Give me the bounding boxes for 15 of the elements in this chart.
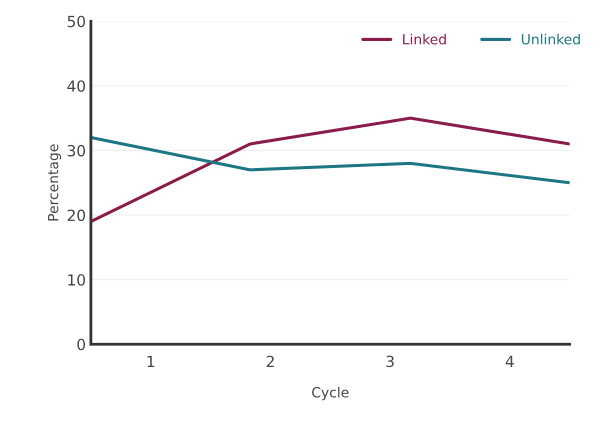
y-tick-label: 30 — [68, 144, 86, 156]
x-tick-label: 1 — [148, 356, 154, 367]
y-tick-label: 40 — [67, 80, 86, 92]
line-series — [90, 136, 570, 184]
x-tick-label: 4 — [506, 356, 514, 367]
y-tick-label: 50 — [68, 16, 86, 28]
y-tick-label: 0 — [77, 338, 86, 350]
x-axis-title: Cycle — [312, 386, 349, 400]
legend-label: Unlinked — [522, 34, 580, 44]
x-tick-label: 3 — [386, 356, 394, 368]
x-tick-label: 2 — [266, 356, 274, 367]
y-axis-title: Percentage — [48, 144, 62, 220]
legend-label: Linked — [403, 34, 446, 44]
y-tick-label: 20 — [68, 210, 86, 222]
y-tick-label: 10 — [68, 274, 86, 286]
